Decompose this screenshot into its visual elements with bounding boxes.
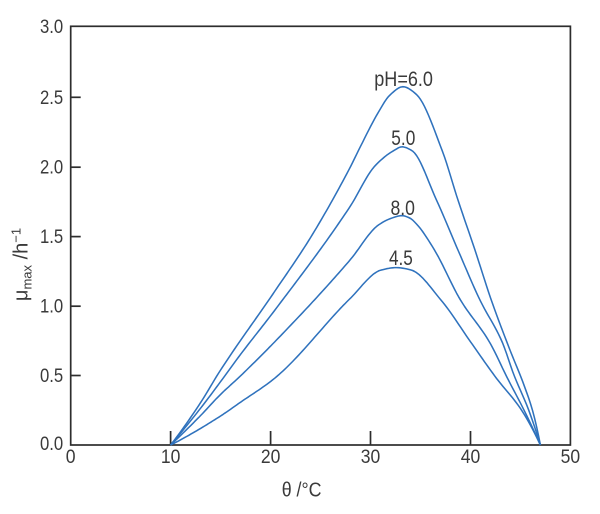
svg-text:θ /°C: θ /°C — [282, 480, 322, 502]
svg-text:3.0: 3.0 — [40, 16, 63, 38]
svg-text:pH=6.0: pH=6.0 — [374, 68, 433, 91]
svg-text:1.5: 1.5 — [40, 226, 63, 248]
svg-text:0.0: 0.0 — [40, 433, 63, 455]
svg-text:5.0: 5.0 — [391, 127, 415, 150]
svg-text:8.0: 8.0 — [390, 197, 415, 220]
svg-text:50: 50 — [561, 446, 581, 468]
svg-text:0: 0 — [66, 446, 76, 468]
svg-text:1.0: 1.0 — [40, 296, 63, 318]
svg-text:40: 40 — [461, 446, 481, 468]
svg-text:4.5: 4.5 — [389, 247, 413, 270]
svg-text:20: 20 — [261, 446, 281, 468]
svg-text:0.5: 0.5 — [40, 365, 63, 387]
svg-text:2.0: 2.0 — [40, 157, 63, 179]
svg-text:30: 30 — [361, 446, 381, 468]
svg-text:10: 10 — [161, 446, 181, 468]
svg-text:2.5: 2.5 — [40, 87, 63, 109]
